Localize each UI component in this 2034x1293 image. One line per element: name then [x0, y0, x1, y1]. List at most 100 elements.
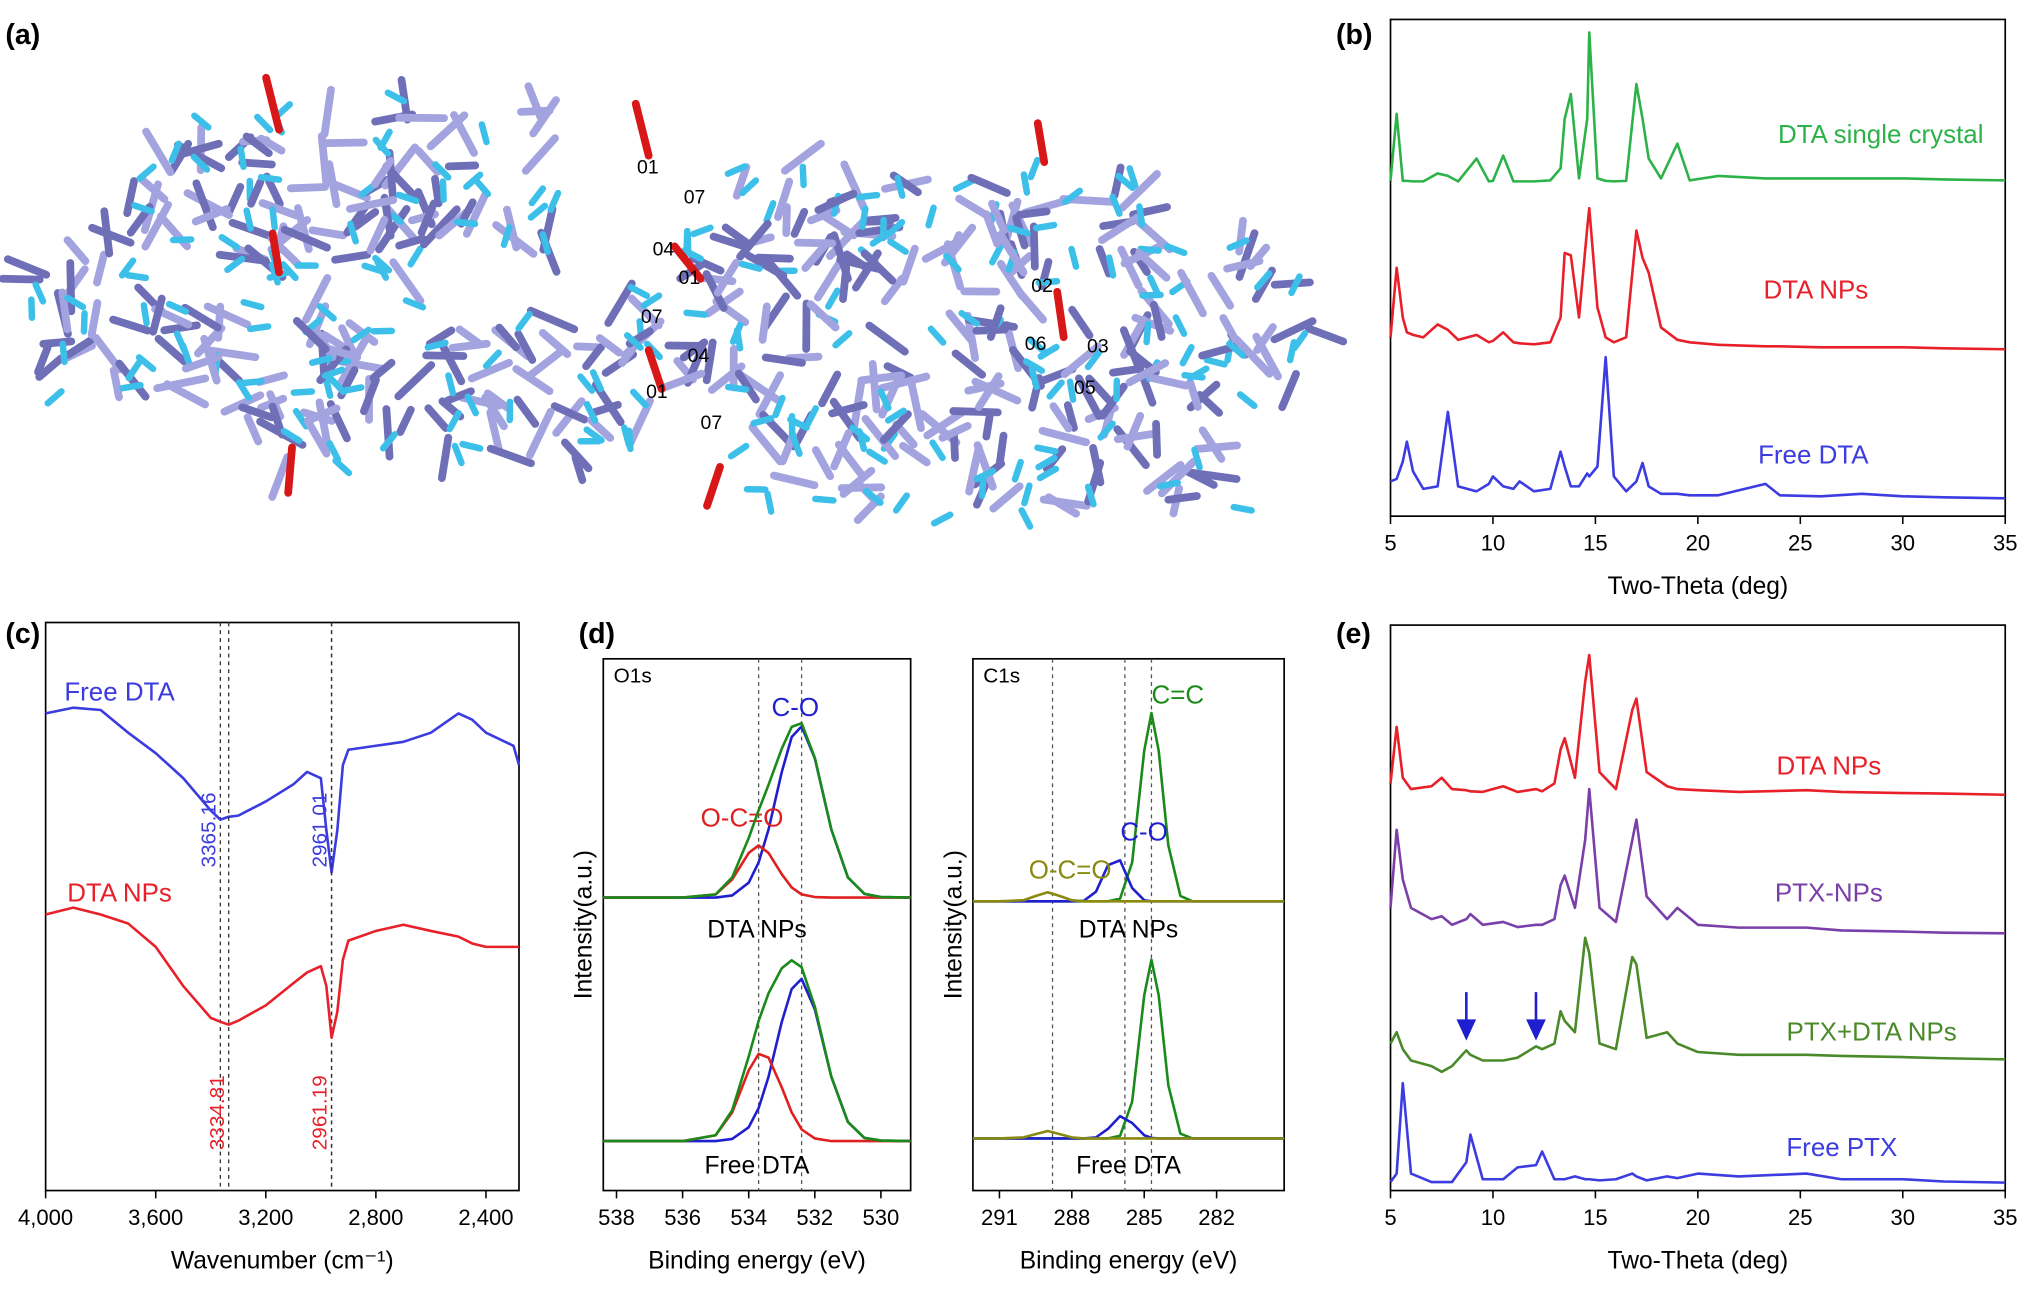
- hydrogen-bond: [464, 393, 479, 417]
- hydrogen-bond: [539, 231, 551, 256]
- hydrogen-bond: [168, 140, 182, 164]
- bond: [1152, 419, 1161, 459]
- hydrogen-bond: [1066, 378, 1077, 403]
- spectrum-line: [1389, 1081, 2006, 1184]
- hydrogen-bond: [136, 163, 157, 182]
- hydrogen-bond: [1163, 243, 1188, 257]
- hydrogen-bond: [738, 260, 763, 272]
- hydrogen-bond: [64, 294, 87, 311]
- hydrogen-bond: [724, 383, 750, 393]
- x-tick-label: 30: [1891, 531, 1916, 556]
- spectrum-line: [972, 859, 1285, 903]
- bond: [790, 207, 809, 238]
- bond: [320, 85, 335, 138]
- bond: [242, 132, 273, 158]
- hydrogen-bond: [326, 440, 342, 463]
- bond: [513, 395, 540, 428]
- spectrum-line: [972, 1129, 1285, 1140]
- bond: [793, 238, 837, 248]
- bond: [702, 338, 717, 385]
- hydrogen-bond: [131, 202, 155, 215]
- series-label: Free PTX: [1786, 1134, 1897, 1162]
- bond: [865, 321, 909, 356]
- bond: [141, 200, 173, 251]
- hydrogen-bond: [439, 178, 447, 203]
- hydrogen-bond: [1028, 366, 1040, 391]
- x-tick-label: 25: [1788, 531, 1813, 556]
- hydrogen-bond: [1203, 356, 1228, 368]
- bond: [369, 358, 396, 382]
- bond: [238, 158, 276, 169]
- hydrogen-bond: [191, 112, 212, 131]
- stack-label: DTA NPs: [707, 917, 806, 944]
- bond: [238, 403, 276, 422]
- x-tick-label: 2,800: [348, 1205, 403, 1230]
- peak-label: 3365.16: [197, 793, 220, 868]
- hydrogen-bond: [973, 467, 997, 483]
- hydrogen-bond: [528, 185, 547, 207]
- hydrogen-bond: [453, 218, 479, 228]
- spectrum-line: [603, 959, 911, 1143]
- bond: [63, 236, 90, 266]
- bond: [679, 338, 709, 362]
- bond: [782, 203, 791, 238]
- hydrogen-bond: [884, 407, 907, 424]
- hydrogen-bond: [321, 366, 346, 380]
- stack-label: DTA NPs: [1079, 917, 1178, 944]
- hydrogen-bond: [268, 261, 281, 286]
- x-tick-label: 15: [1583, 1205, 1608, 1230]
- bond: [286, 183, 329, 193]
- hydrogen-bond: [269, 206, 278, 231]
- x-tick-label: 25: [1788, 1205, 1813, 1230]
- crystal-structure: [0, 73, 1348, 530]
- bond: [109, 315, 152, 335]
- hydrogen-bond: [1037, 343, 1060, 360]
- spectrum-line: [603, 721, 911, 899]
- bond: [351, 208, 380, 231]
- hydrogen-bond: [240, 378, 265, 387]
- bond: [109, 366, 123, 402]
- hydrogen-bond: [1156, 479, 1182, 490]
- hydrogen-bond: [372, 136, 392, 157]
- bond: [173, 141, 226, 173]
- x-tick-label: 534: [730, 1205, 767, 1230]
- bond: [1113, 429, 1158, 444]
- oxygen-bond: [644, 346, 666, 393]
- bond: [1270, 317, 1317, 344]
- bond: [394, 361, 436, 401]
- bond: [590, 400, 622, 416]
- bond: [1177, 268, 1207, 318]
- bond: [604, 279, 636, 327]
- bond: [1207, 271, 1235, 310]
- bond: [921, 236, 965, 263]
- hydrogen-bond: [527, 202, 549, 221]
- hydrogen-bond: [863, 487, 884, 506]
- bond: [396, 405, 415, 436]
- panel-label: (d): [579, 618, 615, 650]
- peak-label: 2961.19: [309, 1075, 332, 1150]
- hydrogen-bond: [764, 490, 775, 515]
- bond: [160, 321, 201, 335]
- bond: [1109, 364, 1144, 377]
- hydrogen-bond: [1226, 340, 1247, 359]
- hydrogen-bond: [280, 261, 299, 282]
- hydrogen-bond: [869, 230, 892, 247]
- bond: [899, 244, 919, 286]
- bond: [268, 453, 292, 501]
- bond: [814, 189, 858, 214]
- bond: [93, 250, 108, 287]
- bond: [862, 217, 895, 226]
- bond: [627, 294, 663, 330]
- bond: [814, 254, 847, 302]
- x-tick-label: 288: [1053, 1205, 1090, 1230]
- bond: [87, 299, 102, 339]
- series-label: DTA NPs: [67, 880, 172, 908]
- hydrogen-bond: [1172, 314, 1188, 337]
- bond: [181, 353, 223, 373]
- hydrogen-bond: [727, 442, 750, 460]
- hydrogen-bond: [772, 394, 786, 419]
- hydrogen-bond: [322, 374, 334, 399]
- bond: [320, 331, 350, 353]
- hydrogen-bond: [627, 284, 651, 300]
- hydrogen-bond: [1035, 277, 1061, 286]
